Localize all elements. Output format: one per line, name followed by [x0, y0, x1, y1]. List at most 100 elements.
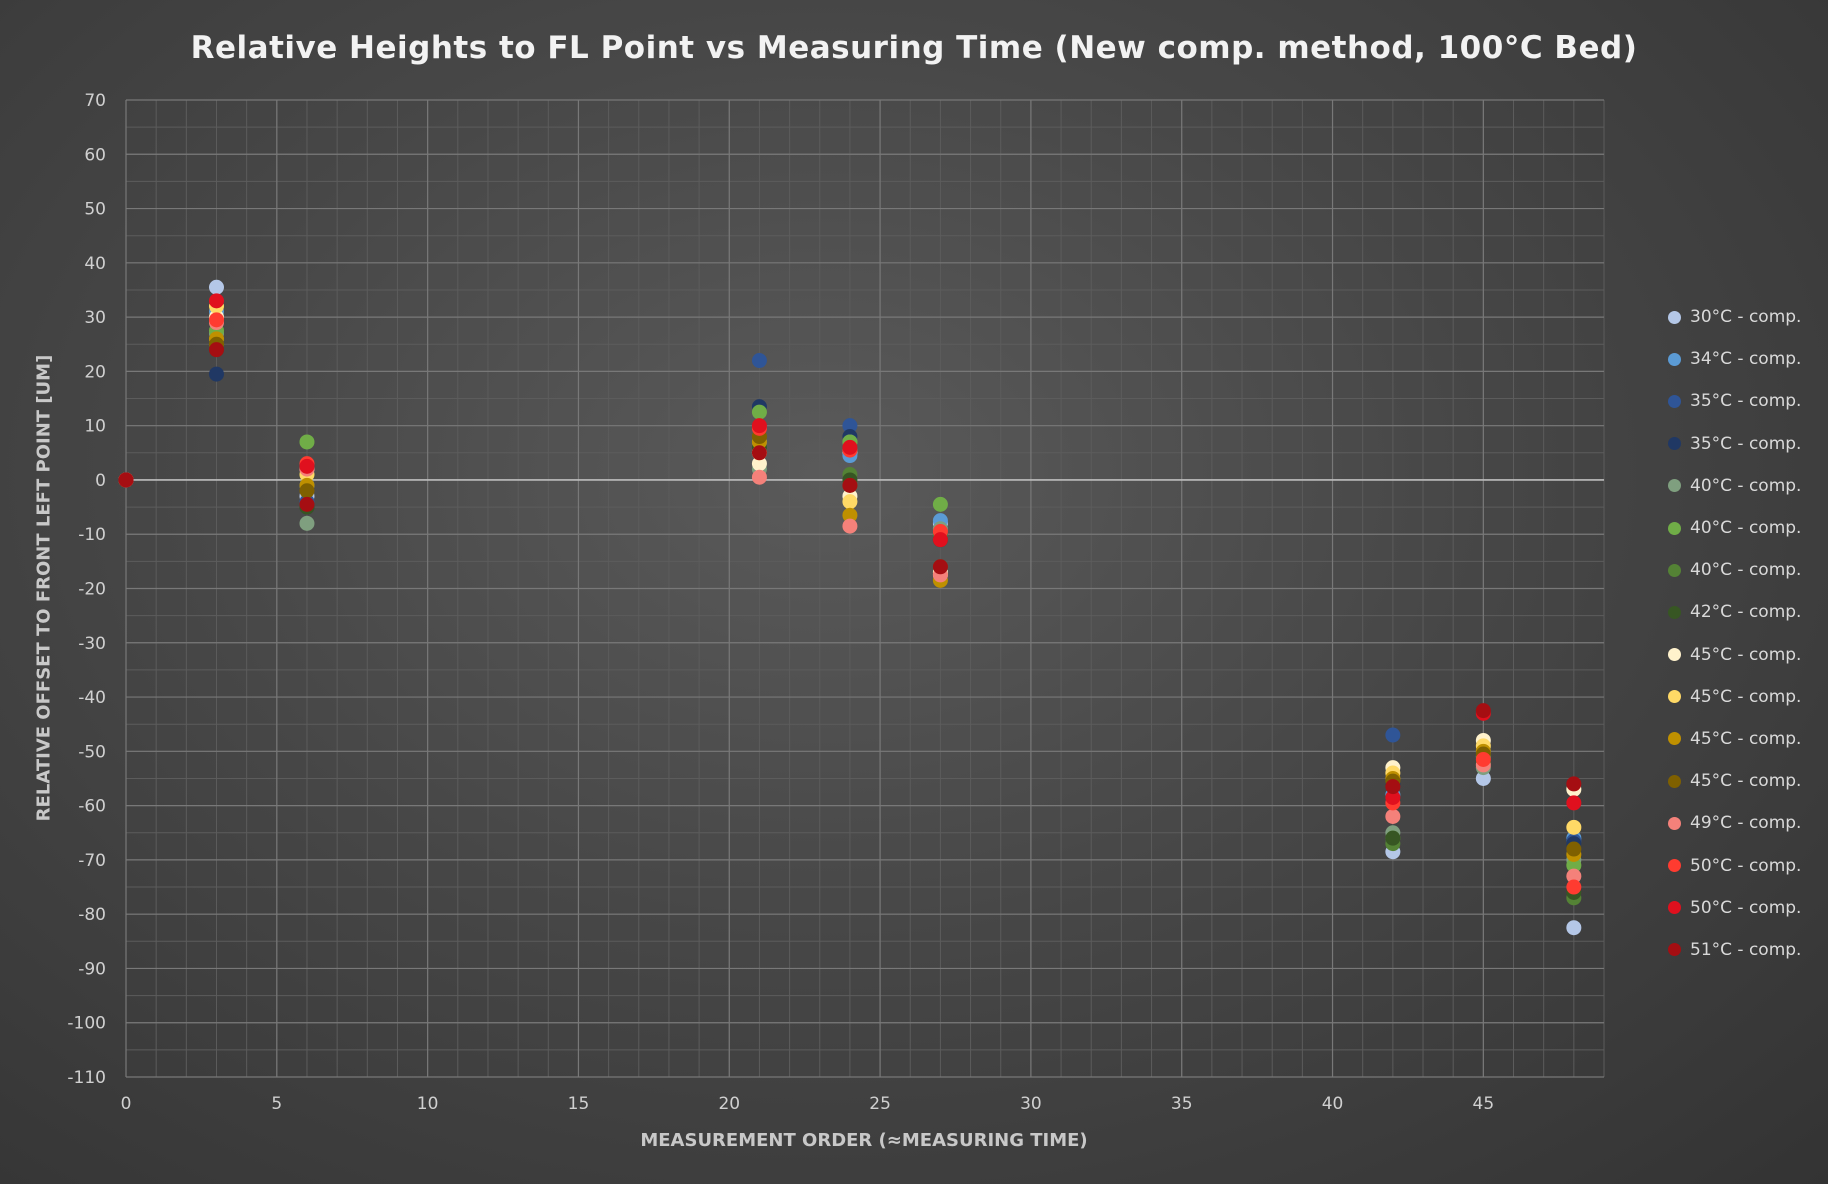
x-tick-label: 35: [1171, 1094, 1193, 1114]
data-point: [932, 496, 948, 512]
data-point: [1566, 868, 1582, 884]
data-point: [842, 494, 858, 510]
legend-label: 42°C - comp.: [1690, 602, 1802, 623]
data-point: [208, 312, 224, 328]
x-tick-label: 15: [568, 1094, 590, 1114]
x-tick-label: 20: [718, 1094, 740, 1114]
legend-label: 30°C - comp.: [1690, 307, 1802, 328]
data-point: [751, 353, 767, 369]
data-point: [1566, 879, 1582, 895]
legend-label: 45°C - comp.: [1690, 771, 1802, 792]
data-point: [1566, 857, 1582, 873]
legend-marker: [1668, 394, 1681, 408]
data-point: [118, 472, 134, 488]
y-tick-label: -110: [67, 1068, 106, 1088]
legend-label: 34°C - comp.: [1690, 349, 1802, 370]
legend-label: 50°C - comp.: [1690, 897, 1802, 918]
legend: 30°C - comp. 34°C - comp. 35°C - comp. 35°C…: [1668, 296, 1801, 971]
legend-marker: [1668, 310, 1681, 324]
y-tick-label: -10: [78, 525, 106, 545]
data-point: [299, 496, 315, 512]
legend-item: 45°C - comp.: [1668, 718, 1801, 760]
legend-item: 45°C - comp.: [1668, 760, 1801, 802]
legend-item: 45°C - comp.: [1668, 634, 1801, 676]
data-point: [932, 532, 948, 548]
data-point: [1566, 819, 1582, 835]
data-point: [1475, 751, 1491, 767]
data-point: [842, 507, 858, 523]
data-point: [1475, 703, 1491, 719]
data-point: [208, 279, 224, 295]
data-point: [932, 559, 948, 575]
legend-marker: [1668, 774, 1681, 788]
legend-item: 40°C - comp.: [1668, 549, 1801, 591]
legend-label: 45°C - comp.: [1690, 644, 1802, 665]
data-point: [751, 418, 767, 434]
y-tick-label: -30: [78, 634, 106, 654]
legend-marker: [1668, 690, 1681, 704]
x-tick-label: 10: [417, 1094, 439, 1114]
legend-item: 35°C - comp.: [1668, 380, 1801, 422]
data-point: [842, 518, 858, 534]
y-tick-label: 60: [84, 145, 106, 165]
y-tick-label: 30: [84, 308, 106, 328]
legend-label: 50°C - comp.: [1690, 855, 1802, 876]
legend-label: 40°C - comp.: [1690, 518, 1802, 539]
data-point: [751, 469, 767, 485]
legend-marker: [1668, 521, 1681, 535]
legend-marker: [1668, 563, 1681, 577]
legend-item: 40°C - comp.: [1668, 465, 1801, 507]
data-point: [751, 404, 767, 420]
data-point: [1566, 776, 1582, 792]
data-point: [299, 483, 315, 499]
legend-label: 35°C - comp.: [1690, 391, 1802, 412]
data-point: [1385, 779, 1401, 795]
data-point: [1385, 808, 1401, 824]
x-axis-label: MEASUREMENT ORDER (≈MEASURING TIME): [640, 1130, 1088, 1151]
x-tick-label: 25: [869, 1094, 891, 1114]
data-point: [208, 366, 224, 382]
data-points: [118, 279, 1582, 936]
y-tick-label: 50: [84, 200, 106, 220]
y-tick-label: 20: [84, 362, 106, 382]
legend-marker: [1668, 605, 1681, 619]
data-point: [842, 477, 858, 493]
legend-label: 40°C - comp.: [1690, 560, 1802, 581]
legend-item: 51°C - comp.: [1668, 929, 1801, 971]
data-point: [842, 439, 858, 455]
grid-layer: [125, 99, 1605, 1078]
legend-item: 30°C - comp.: [1668, 296, 1801, 338]
legend-marker: [1668, 648, 1681, 662]
data-point: [842, 418, 858, 434]
legend-label: 51°C - comp.: [1690, 939, 1802, 960]
legend-marker: [1668, 437, 1681, 451]
y-tick-label: 0: [95, 471, 106, 491]
data-point: [208, 293, 224, 309]
y-tick-label: -80: [78, 905, 106, 925]
legend-item: 35°C - comp.: [1668, 423, 1801, 465]
legend-label: 45°C - comp.: [1690, 728, 1802, 749]
data-point: [299, 434, 315, 450]
y-tick-label: -70: [78, 851, 106, 871]
data-point: [208, 342, 224, 358]
legend-label: 40°C - comp.: [1690, 475, 1802, 496]
legend-marker: [1668, 901, 1681, 915]
y-tick-label: -40: [78, 688, 106, 708]
data-point: [1566, 795, 1582, 811]
y-tick-label: 40: [84, 254, 106, 274]
data-point: [299, 515, 315, 531]
legend-item: 45°C - comp.: [1668, 676, 1801, 718]
legend-marker: [1668, 943, 1681, 957]
y-tick-label: -60: [78, 797, 106, 817]
legend-item: 42°C - comp.: [1668, 591, 1801, 633]
data-point: [1385, 727, 1401, 743]
legend-item: 40°C - comp.: [1668, 507, 1801, 549]
legend-marker: [1668, 352, 1681, 366]
data-point: [1385, 789, 1401, 805]
legend-item: 50°C - comp.: [1668, 887, 1801, 929]
y-tick-label: -90: [78, 959, 106, 979]
legend-label: 35°C - comp.: [1690, 433, 1802, 454]
y-axis-label: RELATIVE OFFSET TO FRONT LEFT POINT [UM]: [33, 354, 55, 822]
